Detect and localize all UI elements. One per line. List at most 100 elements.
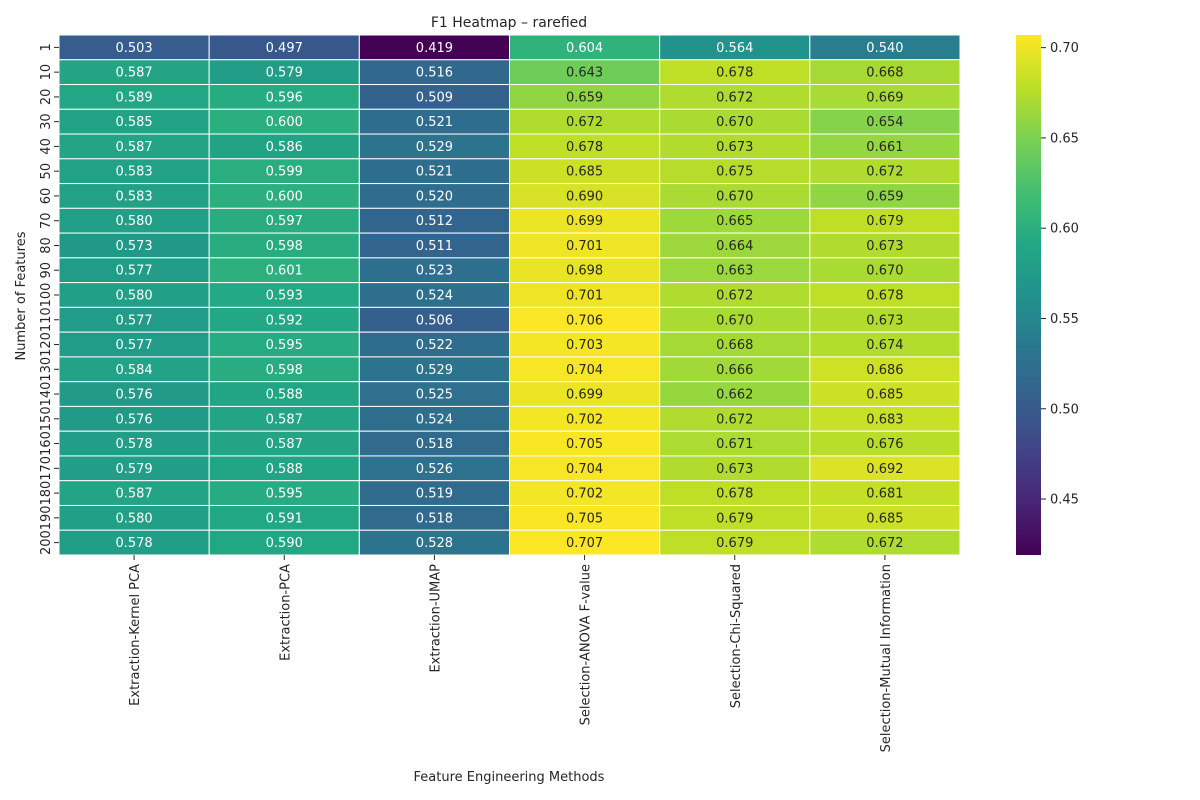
- colorbar-tick-label: 0.50: [1050, 402, 1079, 417]
- cell-value-label: 0.668: [716, 338, 753, 353]
- cell-value-label: 0.598: [266, 239, 303, 254]
- cell-value-label: 0.665: [716, 214, 753, 229]
- heatmap-cell: [659, 207, 811, 234]
- heatmap-cell: [509, 59, 661, 86]
- cell-value-label: 0.578: [115, 536, 152, 551]
- heatmap-cells: 0.503 0.497 0.419 0.604 0.564 0.540 0.587 0.579…: [58, 34, 961, 556]
- y-tick-label: 150: [39, 406, 54, 431]
- heatmap-cell: [358, 529, 511, 556]
- cell-value-label: 0.678: [866, 289, 903, 304]
- heatmap-cell: [809, 381, 961, 407]
- colorbar: 0.45 0.50 0.55 0.60 0.65 0.70: [1016, 35, 1079, 555]
- cell-value-label: 0.686: [866, 363, 903, 378]
- colorbar-gradient: [1016, 35, 1041, 555]
- cell-value-label: 0.670: [716, 313, 753, 328]
- cell-value-label: 0.678: [566, 140, 603, 155]
- y-tick-label: 70: [39, 212, 54, 229]
- cell-value-label: 0.587: [115, 140, 152, 155]
- cell-value-label: 0.587: [115, 66, 152, 81]
- heatmap-cell: [809, 207, 961, 234]
- cell-value-label: 0.702: [566, 412, 603, 427]
- heatmap-cell: [809, 84, 961, 110]
- cell-value-label: 0.588: [266, 388, 303, 403]
- heatmap-cell: [809, 59, 961, 86]
- cell-value-label: 0.524: [416, 289, 453, 304]
- cell-value-label: 0.659: [866, 189, 903, 204]
- heatmap-cell: [809, 430, 961, 457]
- cell-value-label: 0.701: [566, 239, 603, 254]
- cell-value-label: 0.518: [416, 437, 453, 452]
- heatmap-cell: [809, 133, 961, 160]
- cell-value-label: 0.707: [566, 536, 603, 551]
- heatmap-cell: [358, 133, 511, 160]
- heatmap-cell: [58, 381, 210, 407]
- heatmap-cell: [809, 158, 961, 185]
- cell-value-label: 0.518: [416, 511, 453, 526]
- heatmap-cell: [809, 504, 961, 531]
- heatmap-cell: [58, 455, 210, 482]
- heatmap-cell: [58, 331, 210, 358]
- cell-value-label: 0.704: [566, 363, 603, 378]
- cell-value-label: 0.523: [416, 264, 453, 279]
- cell-value-label: 0.672: [866, 536, 903, 551]
- cell-value-label: 0.674: [866, 338, 903, 353]
- heatmap-cell: [659, 455, 811, 482]
- cell-value-label: 0.673: [866, 239, 903, 254]
- cell-value-label: 0.654: [866, 115, 903, 130]
- heatmap-cell: [659, 331, 811, 358]
- cell-value-label: 0.579: [115, 462, 152, 477]
- heatmap-cell: [809, 232, 961, 259]
- cell-value-label: 0.699: [566, 388, 603, 403]
- cell-value-label: 0.526: [416, 462, 453, 477]
- cell-value-label: 0.672: [716, 289, 753, 304]
- heatmap-cell: [509, 207, 661, 234]
- heatmap-cell: [809, 108, 961, 135]
- heatmap-cell: [58, 158, 210, 185]
- heatmap-cell: [809, 282, 961, 308]
- cell-value-label: 0.503: [115, 41, 152, 56]
- y-tick-label: 140: [39, 382, 54, 407]
- heatmap-cell: [809, 405, 961, 432]
- cell-value-label: 0.685: [566, 165, 603, 180]
- cell-value-label: 0.698: [566, 264, 603, 279]
- heatmap-cell: [58, 207, 210, 234]
- cell-value-label: 0.522: [416, 338, 453, 353]
- cell-value-label: 0.577: [115, 313, 152, 328]
- cell-value-label: 0.678: [716, 66, 753, 81]
- heatmap-cell: [509, 480, 661, 506]
- colorbar-tick-label: 0.45: [1050, 493, 1079, 508]
- cell-value-label: 0.419: [416, 41, 453, 56]
- heatmap-cell: [509, 381, 661, 407]
- heatmap-cell: [58, 34, 210, 61]
- cell-value-label: 0.584: [115, 363, 152, 378]
- cell-value-label: 0.576: [115, 412, 152, 427]
- cell-value-label: 0.706: [566, 313, 603, 328]
- cell-value-label: 0.506: [416, 313, 453, 328]
- heatmap-cell: [509, 84, 661, 110]
- heatmap-cell: [208, 455, 360, 482]
- heatmap-cell: [659, 108, 811, 135]
- cell-value-label: 0.525: [416, 388, 453, 403]
- cell-value-label: 0.685: [866, 511, 903, 526]
- heatmap-cell: [509, 108, 661, 135]
- cell-value-label: 0.578: [115, 437, 152, 452]
- heatmap-cell: [58, 504, 210, 531]
- heatmap-cell: [208, 34, 360, 61]
- cell-value-label: 0.590: [266, 536, 303, 551]
- heatmap-cell: [58, 183, 210, 209]
- heatmap-cell: [208, 331, 360, 358]
- colorbar-ticks: 0.45 0.50 0.55 0.60 0.65 0.70: [1041, 41, 1079, 508]
- y-tick-label: 1: [39, 43, 54, 51]
- cell-value-label: 0.591: [266, 511, 303, 526]
- cell-value-label: 0.595: [266, 338, 303, 353]
- heatmap-cell: [809, 306, 961, 333]
- cell-value-label: 0.588: [266, 462, 303, 477]
- cell-value-label: 0.705: [566, 511, 603, 526]
- cell-value-label: 0.681: [866, 487, 903, 502]
- heatmap-cell: [58, 108, 210, 135]
- cell-value-label: 0.670: [716, 115, 753, 130]
- heatmap-cell: [208, 504, 360, 531]
- cell-value-label: 0.597: [266, 214, 303, 229]
- cell-value-label: 0.679: [716, 536, 753, 551]
- y-tick-label: 10: [39, 64, 54, 81]
